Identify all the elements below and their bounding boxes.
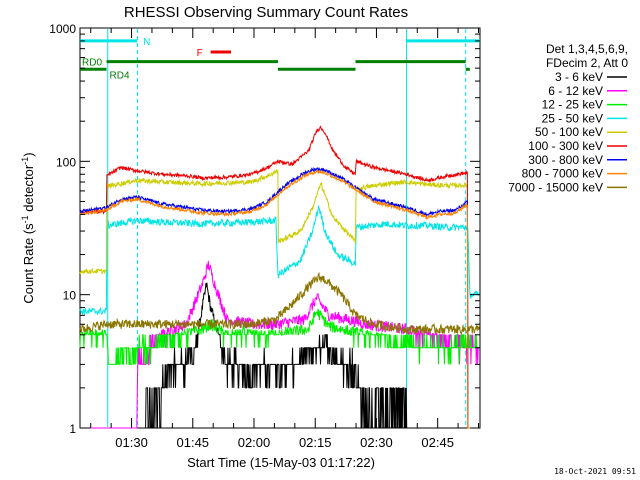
y-axis-label-exp1: -1 (20, 215, 30, 223)
x-tick-label: 02:15 (299, 435, 332, 450)
legend-entry-label: 7000 - 15000 keV (508, 180, 603, 194)
footer-timestamp: 18-Oct-2021 09:51 (554, 467, 636, 476)
series-line-3 (79, 308, 480, 365)
state-bar-label: F (197, 48, 203, 59)
plot-area: N F RD0 RD4 1 10 100 1000 01:30 01:45 02:00 02:15… (49, 22, 481, 450)
legend-entry-label: 6 - 12 keV (548, 84, 603, 98)
x-tick-label: 01:45 (177, 435, 210, 450)
y-tick-label: 10 (63, 289, 77, 303)
legend-entry-label: 3 - 6 keV (555, 70, 603, 84)
x-tick-label: 02:45 (421, 435, 454, 450)
legend-header-line2: FDecim 2, Att 0 (546, 56, 628, 70)
series-line-6 (79, 125, 480, 429)
legend-entry-label: 800 - 7000 keV (522, 167, 603, 181)
x-tick-label: 02:30 (360, 435, 393, 450)
legend: Det 1,3,4,5,6,9, FDecim 2, Att 0 3 - 6 k… (508, 42, 628, 194)
y-axis-label-mid: detector (21, 164, 36, 215)
y-axis: 1 10 100 1000 (49, 22, 480, 436)
y-tick-label: 1000 (49, 22, 76, 36)
state-bar-label: N (143, 37, 150, 48)
series-line-4 (79, 204, 481, 315)
plot-frame (79, 27, 481, 429)
x-tick-label: 01:30 (115, 435, 148, 450)
series-group (79, 125, 481, 429)
legend-entry-label: 12 - 25 keV (542, 98, 603, 112)
y-axis-label: Count Rate (s-1 detector-1) (20, 152, 36, 303)
state-bars: N F RD0 RD4 (80, 37, 480, 81)
y-axis-label-exp2: -1 (20, 157, 30, 165)
series-line-7 (80, 166, 480, 429)
state-bar-label: RD0 (82, 58, 102, 69)
legend-entry-label: 300 - 800 keV (528, 153, 603, 167)
y-tick-label: 1 (69, 422, 76, 436)
legend-entry-label: 25 - 50 keV (542, 111, 603, 125)
x-axis-label: Start Time (15-May-03 01:17:22) (187, 455, 375, 470)
series-line-8 (79, 169, 480, 429)
x-axis: 01:30 01:45 02:00 02:15 02:30 02:45 (90, 28, 479, 450)
chart-title: RHESSI Observing Summary Count Rates (124, 4, 408, 21)
series-line-5 (79, 169, 480, 429)
y-tick-label: 100 (56, 155, 76, 169)
x-tick-label: 02:00 (238, 435, 271, 450)
y-axis-label-pre: Count Rate (s (21, 223, 36, 304)
legend-header-line1: Det 1,3,4,5,6,9, (546, 42, 628, 56)
state-bar-label: RD4 (110, 70, 130, 81)
y-axis-label-post: ) (21, 152, 36, 156)
legend-entry-label: 50 - 100 keV (535, 125, 603, 139)
legend-entry-label: 100 - 300 keV (528, 139, 603, 153)
series-line-9 (79, 271, 481, 335)
series-line-1 (80, 282, 480, 429)
